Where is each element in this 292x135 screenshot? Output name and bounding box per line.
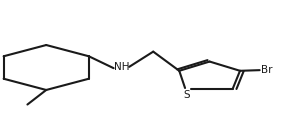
- Text: S: S: [183, 90, 190, 100]
- Text: NH: NH: [114, 63, 129, 72]
- Text: Br: Br: [261, 65, 272, 75]
